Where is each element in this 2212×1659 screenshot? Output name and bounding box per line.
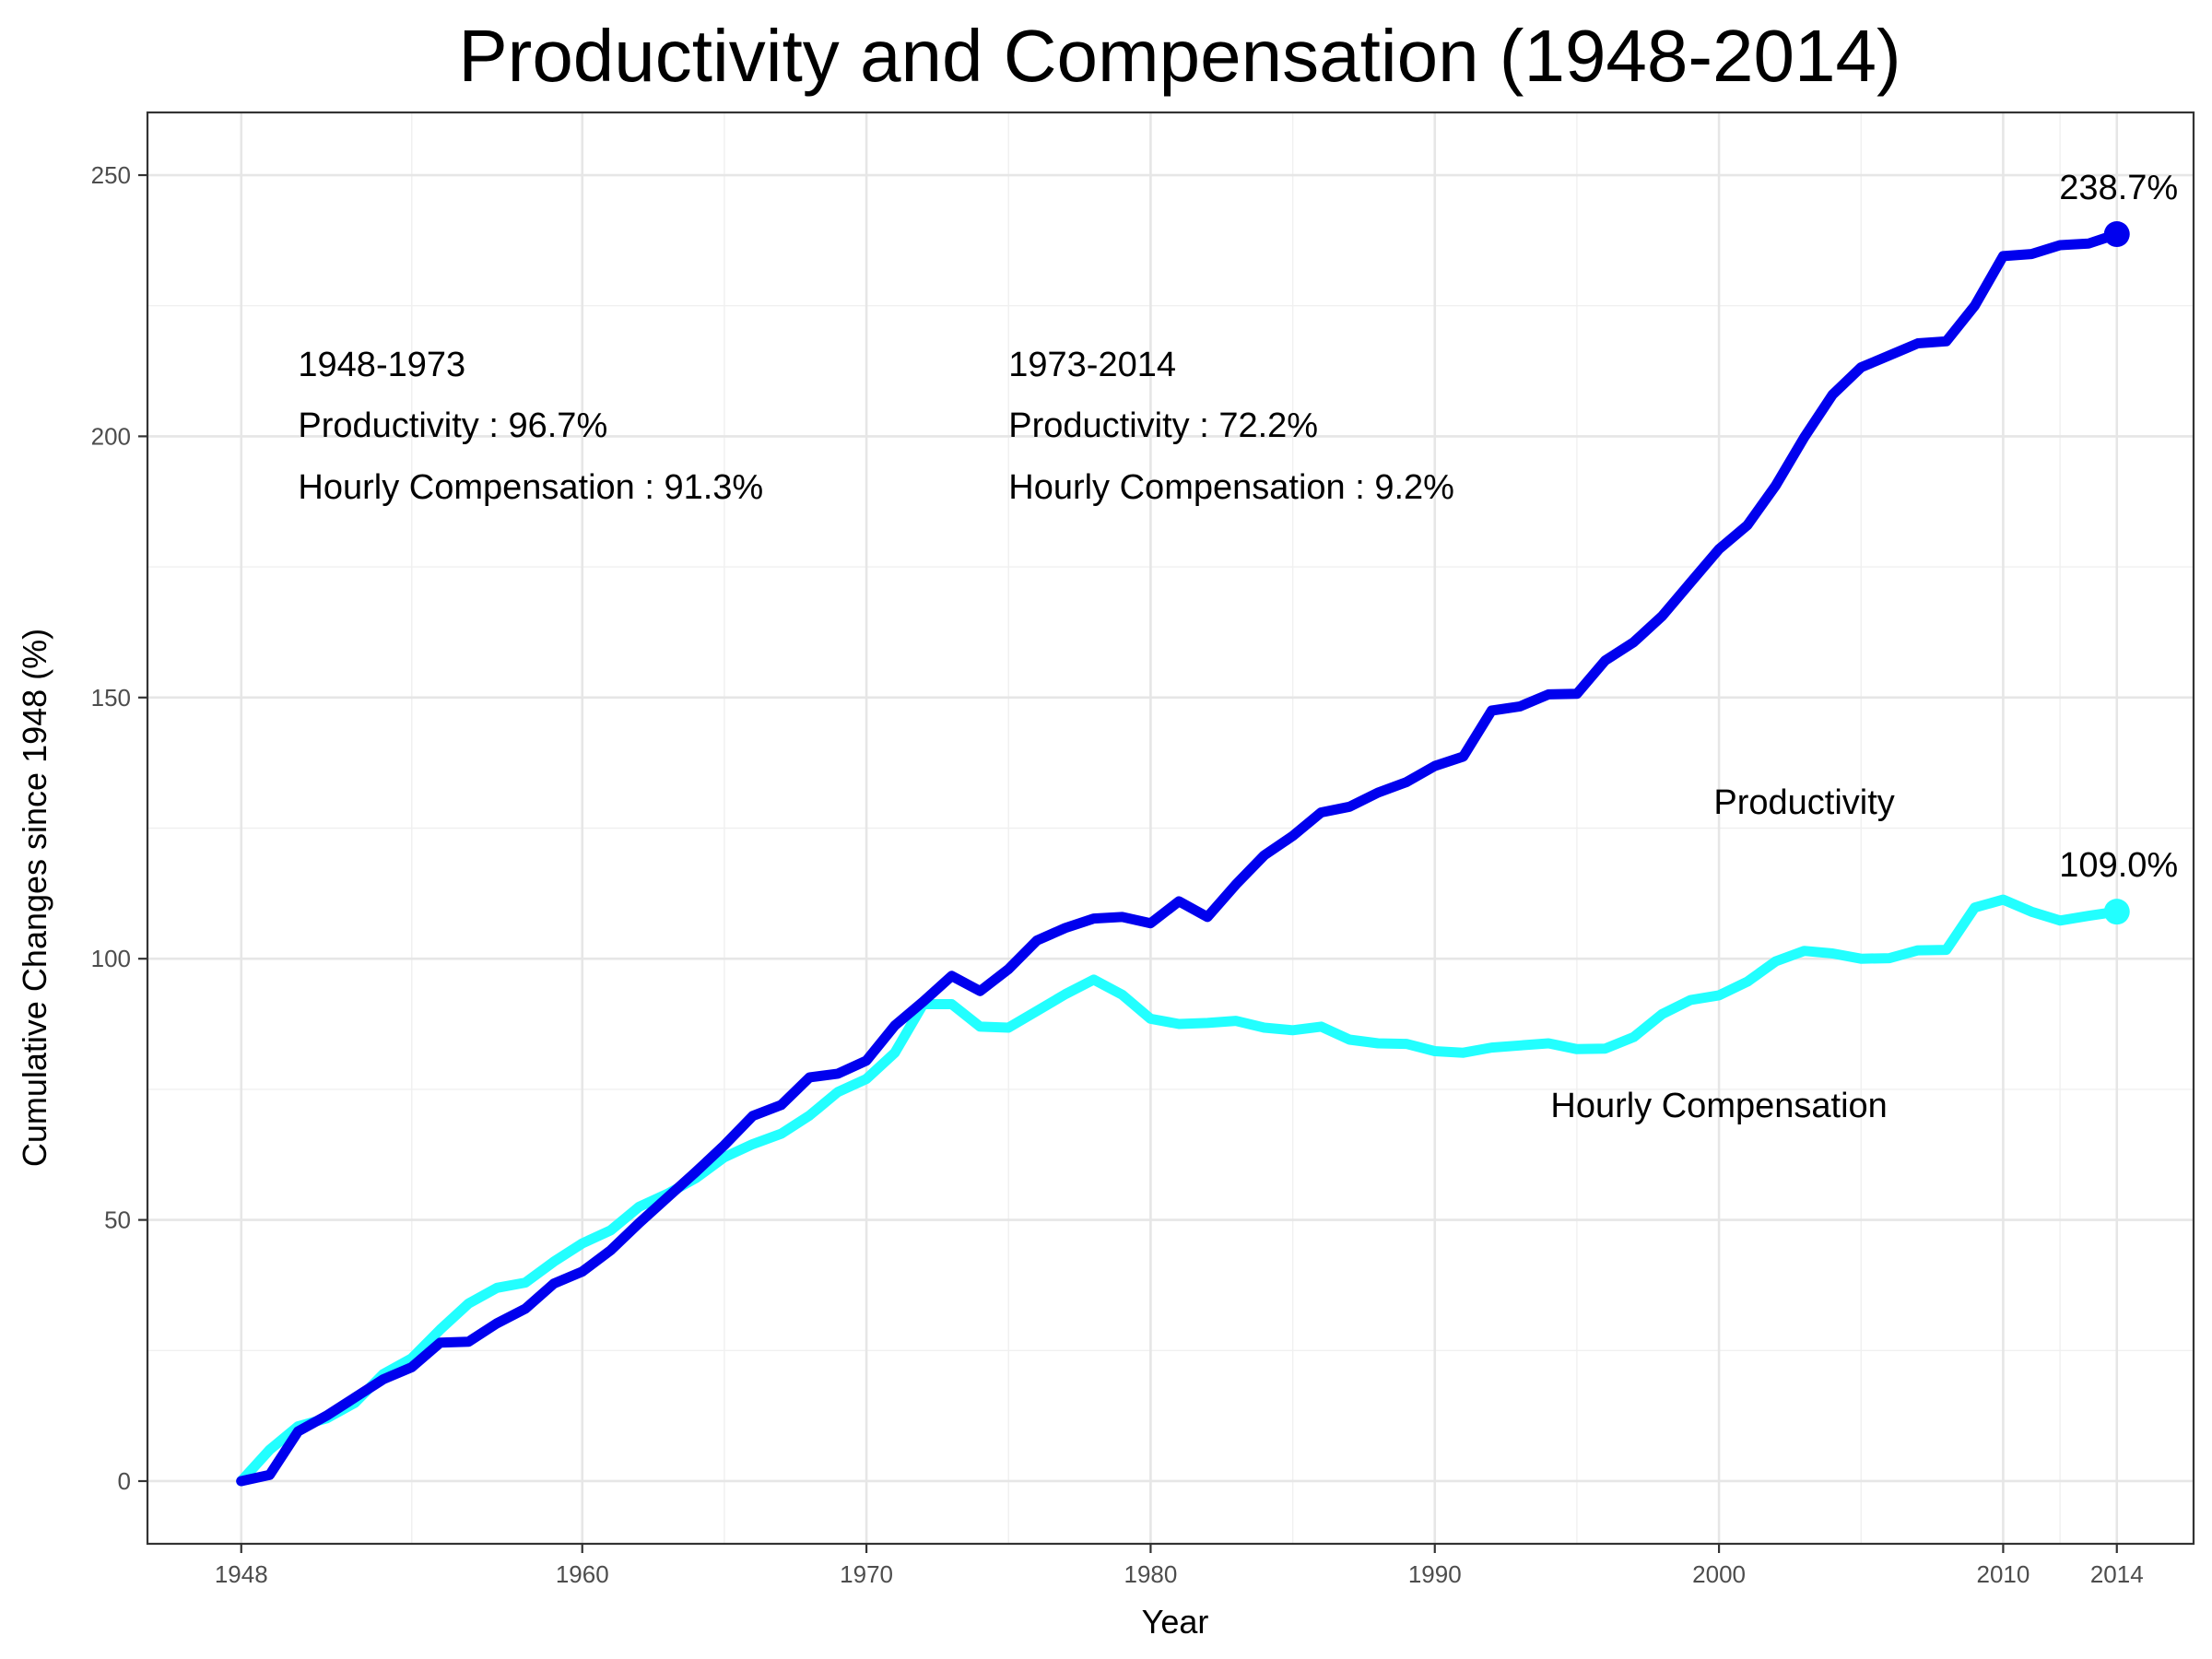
end-point-marker [2103, 899, 2130, 925]
end-value-label: 109.0% [2059, 846, 2178, 885]
plot-panel [146, 111, 2195, 1546]
series-name-label: Hourly Compensation [1550, 1087, 1887, 1125]
end-point-marker [2103, 221, 2130, 248]
x-tick-label: 1980 [1124, 1560, 1177, 1588]
hourly-compensation-line [236, 894, 2123, 1487]
annotation-line: 1973-2014 [1008, 346, 1176, 384]
x-tick-label: 1970 [840, 1560, 893, 1588]
x-axis-title: Year [1142, 1603, 1209, 1641]
y-tick-label: 50 [104, 1206, 131, 1234]
series-name-label: Productivity [1713, 783, 1894, 822]
productivity-line [236, 229, 2123, 1487]
y-tick-label: 150 [91, 684, 131, 712]
x-tick-label: 1948 [215, 1560, 268, 1588]
y-tick-label: 100 [91, 945, 131, 972]
axis-layer: 1948 1960 1970 1980 1990 2000 2010 2014 0 50 100 15… [91, 161, 2144, 1588]
period-annotations: 1948-1973 Productivity : 96.7% Hourly Comp… [298, 346, 1454, 507]
annotation-line: Productivity : 72.2% [1008, 406, 1318, 445]
y-axis-title: Cumulative Changes since 1948 (%) [16, 629, 53, 1167]
annotation-line: Productivity : 96.7% [298, 406, 607, 445]
annotation-line: Hourly Compensation : 9.2% [1008, 468, 1454, 507]
x-tick-label: 1990 [1408, 1560, 1462, 1588]
annotation-line: 1948-1973 [298, 346, 465, 384]
y-tick-label: 0 [118, 1467, 131, 1495]
chart-title: Productivity and Compensation (1948-2014… [458, 15, 1900, 97]
x-tick-label: 1960 [556, 1560, 609, 1588]
x-tick-label: 2010 [1976, 1560, 2030, 1588]
y-tick-label: 200 [91, 422, 131, 450]
x-tick-label: 2000 [1692, 1560, 1746, 1588]
y-tick-label: 250 [91, 161, 131, 189]
label-layer: 238.7% 109.0% Productivity Hourly Compensat… [298, 169, 2178, 1125]
x-tick-label: 2014 [2090, 1560, 2144, 1588]
grid-layer [147, 112, 2194, 1544]
annotation-line: Hourly Compensation : 91.3% [298, 468, 763, 507]
series-layer [236, 221, 2130, 1487]
end-value-label: 238.7% [2059, 169, 2178, 207]
